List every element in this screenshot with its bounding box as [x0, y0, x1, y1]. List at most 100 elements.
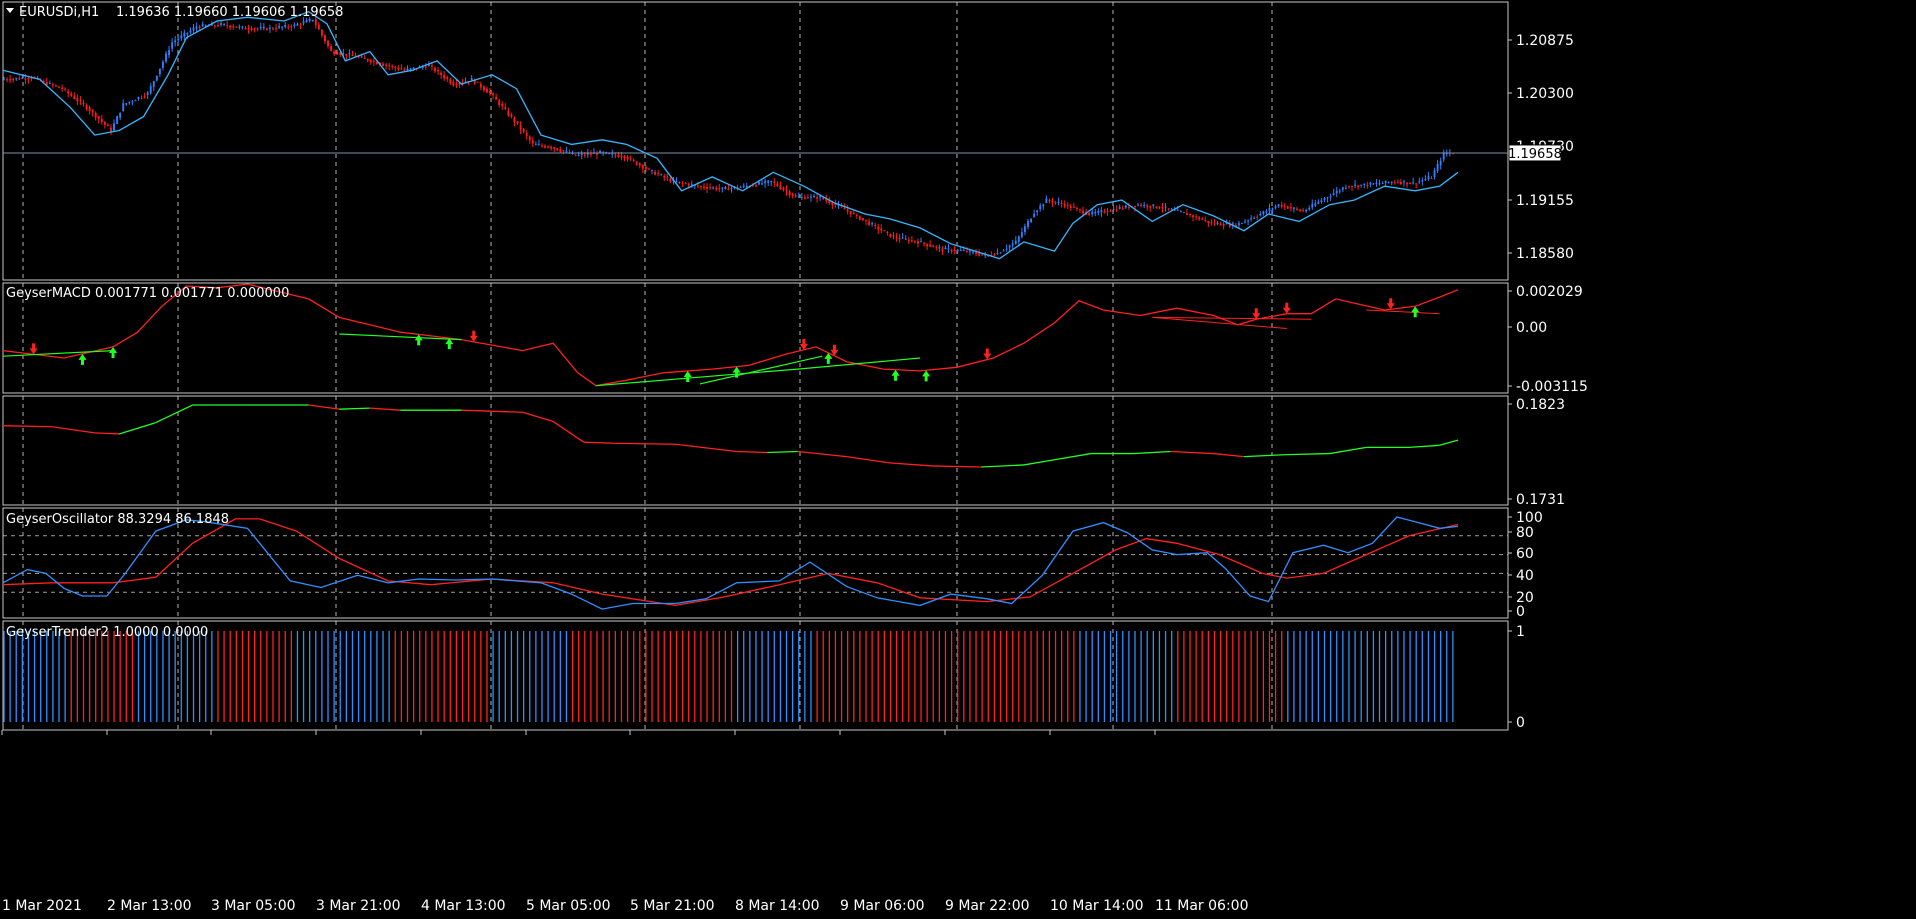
candle-body[interactable]	[1399, 181, 1402, 184]
candle-body[interactable]	[1387, 182, 1390, 184]
candle-body[interactable]	[577, 154, 580, 156]
candle-body[interactable]	[1436, 163, 1439, 172]
candle-body[interactable]	[1143, 204, 1146, 206]
candle-body[interactable]	[1069, 205, 1072, 208]
candle-body[interactable]	[333, 51, 336, 55]
candle-body[interactable]	[1283, 205, 1286, 207]
candle-body[interactable]	[861, 218, 864, 220]
candle-body[interactable]	[1256, 216, 1259, 218]
candle-body[interactable]	[993, 254, 996, 256]
candle-body[interactable]	[849, 211, 852, 215]
candle-body[interactable]	[427, 64, 430, 67]
candle-body[interactable]	[773, 181, 776, 183]
candle-body[interactable]	[1219, 223, 1222, 226]
candle-body[interactable]	[1079, 209, 1081, 211]
candle-body[interactable]	[956, 249, 959, 251]
candle-body[interactable]	[1237, 223, 1240, 226]
candle-body[interactable]	[947, 248, 950, 250]
candle-body[interactable]	[751, 185, 754, 187]
candle-body[interactable]	[715, 187, 718, 190]
candle-body[interactable]	[1244, 221, 1246, 223]
candle-body[interactable]	[284, 24, 287, 28]
candle-body[interactable]	[834, 203, 837, 205]
candle-body[interactable]	[813, 195, 815, 198]
candle-body[interactable]	[1137, 204, 1139, 206]
candle-body[interactable]	[1439, 160, 1442, 166]
candle-body[interactable]	[458, 83, 461, 85]
candle-body[interactable]	[803, 197, 806, 200]
candle-body[interactable]	[152, 81, 155, 87]
candle-body[interactable]	[1198, 217, 1201, 220]
candle-body[interactable]	[1030, 218, 1033, 223]
candle-body[interactable]	[846, 209, 849, 212]
candle-body[interactable]	[116, 116, 119, 124]
candle-body[interactable]	[791, 193, 794, 197]
candle-body[interactable]	[623, 156, 626, 159]
candle-body[interactable]	[113, 123, 115, 131]
candle-body[interactable]	[110, 127, 112, 132]
candle-body[interactable]	[430, 65, 433, 67]
candle-body[interactable]	[3, 79, 5, 81]
candle-body[interactable]	[61, 87, 64, 90]
candle-body[interactable]	[1335, 190, 1338, 194]
candle-body[interactable]	[223, 23, 226, 25]
candle-body[interactable]	[1124, 205, 1127, 208]
candle-body[interactable]	[437, 70, 440, 72]
candle-body[interactable]	[281, 26, 284, 28]
candle-body[interactable]	[1308, 207, 1311, 210]
candle-body[interactable]	[1296, 208, 1298, 210]
candle-body[interactable]	[855, 214, 858, 216]
candle-body[interactable]	[1201, 218, 1204, 220]
candle-body[interactable]	[375, 61, 378, 65]
candle-body[interactable]	[1280, 204, 1283, 207]
candle-body[interactable]	[1418, 181, 1421, 183]
candle-body[interactable]	[1354, 184, 1357, 186]
candle-body[interactable]	[412, 67, 415, 70]
candle-body[interactable]	[21, 77, 24, 79]
candle-body[interactable]	[134, 100, 137, 102]
candle-body[interactable]	[1195, 216, 1198, 218]
candle-body[interactable]	[27, 77, 30, 80]
candle-body[interactable]	[865, 219, 867, 221]
candle-body[interactable]	[1158, 206, 1161, 209]
candle-body[interactable]	[721, 187, 724, 189]
candle-body[interactable]	[256, 28, 259, 30]
candle-body[interactable]	[1216, 223, 1219, 225]
candle-body[interactable]	[770, 180, 773, 183]
candle-body[interactable]	[507, 110, 510, 116]
candle-body[interactable]	[999, 252, 1002, 254]
candle-body[interactable]	[501, 103, 504, 107]
candle-body[interactable]	[1265, 211, 1268, 213]
candle-body[interactable]	[455, 84, 458, 86]
candle-body[interactable]	[397, 67, 400, 70]
candle-body[interactable]	[489, 91, 491, 94]
candle-body[interactable]	[327, 40, 329, 46]
candle-body[interactable]	[687, 183, 690, 186]
candle-body[interactable]	[449, 79, 452, 84]
candle-body[interactable]	[727, 188, 730, 191]
candle-body[interactable]	[158, 68, 161, 75]
candle-body[interactable]	[874, 225, 877, 227]
candle-body[interactable]	[64, 88, 67, 90]
candle-body[interactable]	[556, 148, 559, 151]
candle-body[interactable]	[669, 178, 672, 182]
candle-body[interactable]	[195, 26, 198, 29]
candle-body[interactable]	[320, 29, 323, 36]
candle-body[interactable]	[904, 238, 907, 240]
candle-body[interactable]	[800, 196, 803, 198]
candle-body[interactable]	[336, 52, 339, 55]
candle-body[interactable]	[544, 145, 546, 148]
candle-body[interactable]	[140, 97, 143, 99]
candle-body[interactable]	[825, 198, 828, 201]
candle-body[interactable]	[806, 197, 809, 199]
candle-body[interactable]	[1421, 180, 1424, 182]
candle-body[interactable]	[626, 156, 629, 160]
candle-body[interactable]	[877, 226, 880, 230]
candle-body[interactable]	[1332, 193, 1335, 195]
candle-body[interactable]	[831, 201, 834, 206]
pane-frame-2[interactable]	[2, 282, 1509, 394]
candle-body[interactable]	[703, 186, 705, 188]
candle-body[interactable]	[79, 100, 82, 102]
candle-body[interactable]	[498, 100, 501, 106]
